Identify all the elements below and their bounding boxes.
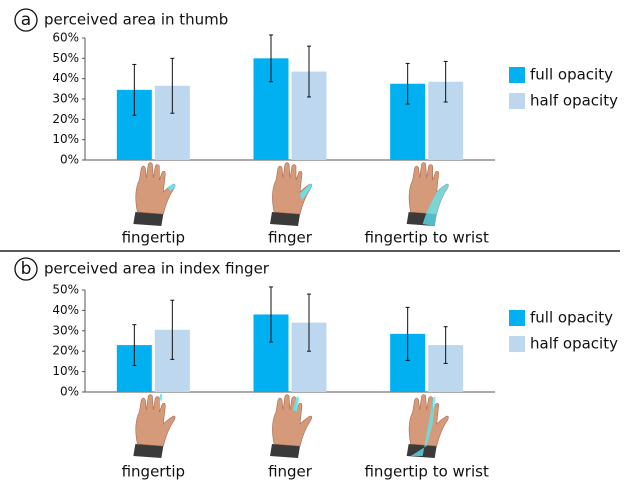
highlight: [167, 184, 176, 191]
highlight: [159, 393, 163, 402]
palm: [408, 394, 449, 447]
y-tick-label: 30%: [52, 323, 79, 337]
highlight: [293, 396, 299, 412]
y-tick-label: 40%: [52, 71, 79, 85]
highlight: [410, 396, 436, 456]
sleeve: [133, 212, 164, 226]
y-tick-label: 20%: [52, 112, 79, 126]
panel-label: b: [21, 259, 32, 279]
panel-badge: [14, 257, 38, 281]
y-tick-label: 0%: [60, 385, 79, 399]
x-tick-label: fingertip: [122, 229, 185, 247]
y-tick-label: 50%: [52, 283, 79, 297]
legend-swatch: [509, 310, 525, 326]
hand: [406, 394, 449, 458]
y-tick-label: 10%: [52, 364, 79, 378]
panel-label: a: [21, 10, 31, 30]
y-tick-label: 0%: [60, 153, 79, 167]
x-tick-label: finger: [268, 463, 313, 481]
chart-title: perceived area in thumb: [44, 11, 228, 29]
palm: [272, 394, 313, 447]
panel-badge: [14, 8, 38, 32]
x-tick-label: fingertip: [122, 463, 185, 481]
y-tick-label: 10%: [52, 132, 79, 146]
legend-swatch: [509, 67, 525, 83]
legend-label: half opacity: [530, 92, 618, 110]
hand: [270, 394, 313, 458]
hand: [270, 162, 313, 226]
palm: [135, 394, 176, 447]
legend-label: full opacity: [530, 309, 613, 327]
legend-swatch: [509, 93, 525, 109]
y-tick-label: 40%: [52, 303, 79, 317]
legend-swatch: [509, 336, 525, 352]
hand: [133, 162, 176, 226]
sleeve: [270, 444, 300, 458]
highlight: [300, 184, 312, 200]
sleeve: [133, 444, 164, 458]
hand-illustrations: [133, 162, 449, 458]
x-tick-label: fingertip to wrist: [364, 229, 488, 247]
x-tick-label: fingertip to wrist: [364, 463, 488, 481]
highlight: [422, 184, 449, 226]
y-tick-label: 50%: [52, 51, 79, 65]
x-tick-label: finger: [268, 229, 313, 247]
legend-label: half opacity: [530, 335, 618, 353]
sleeve: [270, 212, 300, 226]
y-tick-label: 60%: [52, 31, 79, 45]
hand: [133, 393, 176, 458]
y-tick-label: 20%: [52, 344, 79, 358]
y-tick-label: 30%: [52, 92, 79, 106]
hand: [406, 162, 449, 226]
chart-title: perceived area in index finger: [44, 260, 270, 278]
legend-label: full opacity: [530, 66, 613, 84]
